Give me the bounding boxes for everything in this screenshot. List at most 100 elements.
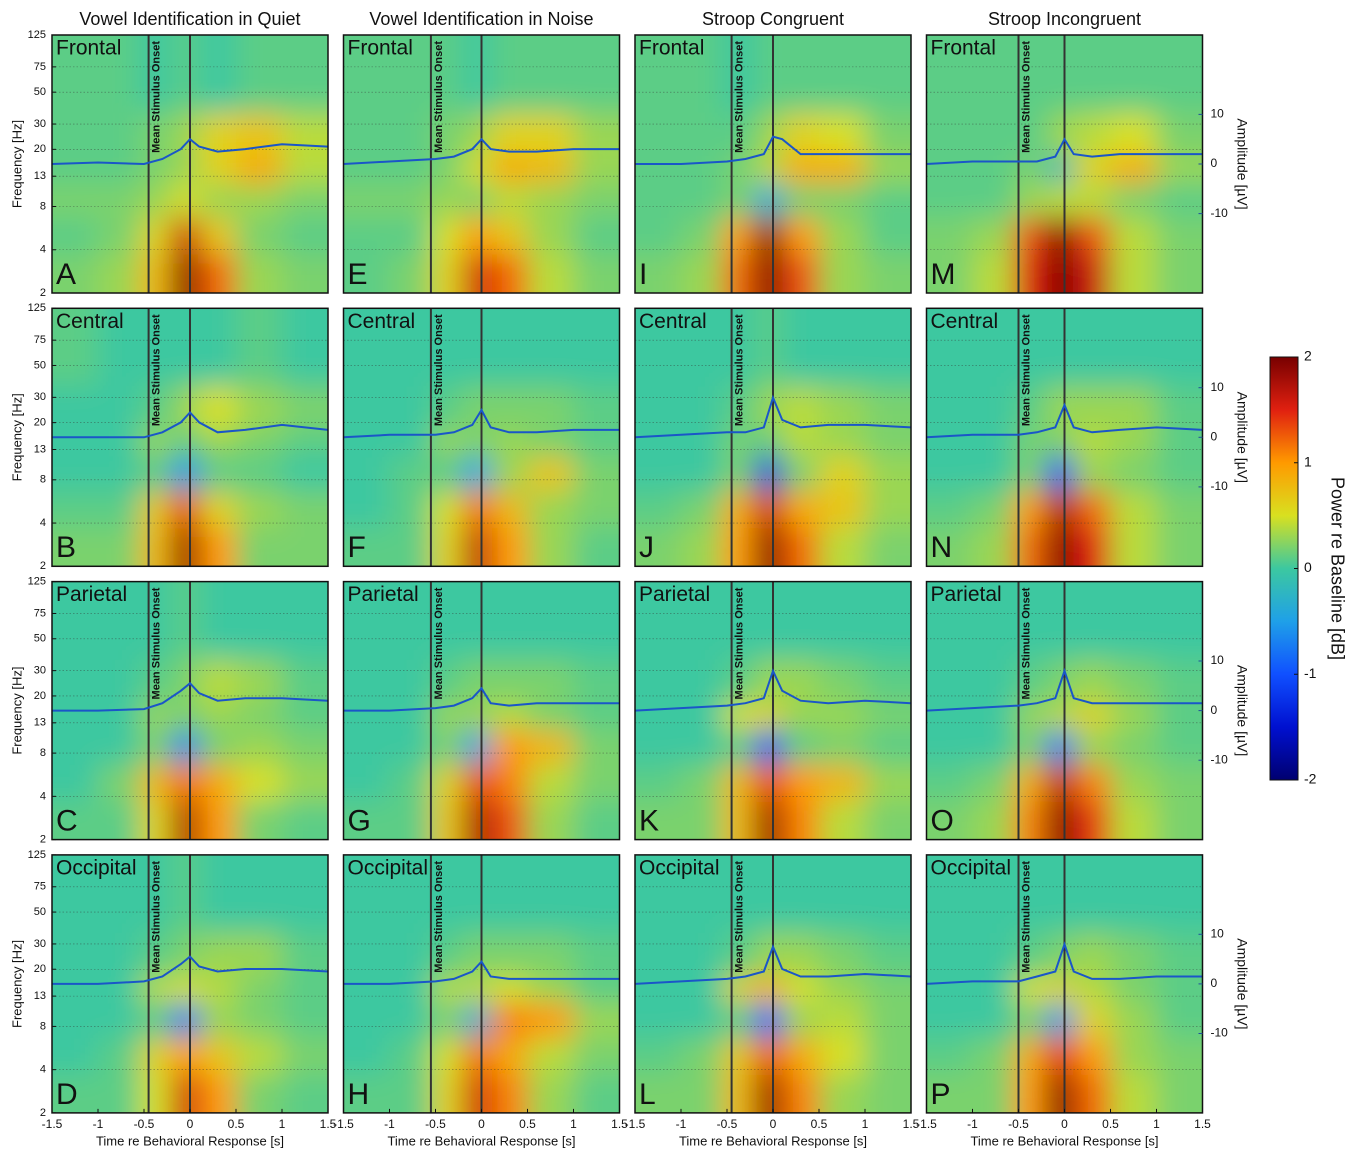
heatmap-cell (12, 491, 99, 528)
heatmap-cell (1074, 1003, 1111, 1038)
panel-letter: I (639, 258, 647, 291)
heatmap-cell (390, 429, 432, 457)
y-tick-label: 2 (40, 834, 46, 846)
y-tick-label: 30 (34, 665, 46, 677)
heatmap-cell (973, 155, 1015, 183)
heatmap-cell (973, 975, 1015, 1003)
heatmap-cell (1046, 429, 1074, 457)
heatmap-cell (491, 764, 528, 801)
heatmap-cell (755, 702, 783, 730)
heatmap-cell (1111, 429, 1158, 457)
heatmap-cell (1157, 217, 1244, 254)
heatmap-cell (12, 457, 99, 492)
heatmap-cell (755, 155, 783, 183)
figure: Vowel Identification in Quiet Vowel Ident… (0, 0, 1354, 1150)
heatmap-cell (139, 1003, 172, 1038)
heatmap-cell (236, 457, 283, 492)
region-label: Central (348, 310, 416, 333)
heatmap-cell (172, 155, 200, 183)
x-axis-label: Time re Behavioral Response [s] (679, 1133, 867, 1148)
heatmap-cell (755, 975, 783, 1003)
heatmap-cell (463, 217, 491, 254)
heatmap-cell (139, 730, 172, 765)
heatmap-cell (722, 217, 755, 254)
heatmap-cell (681, 1037, 723, 1074)
panel-letter: D (56, 1078, 78, 1111)
heatmap-cell (1111, 183, 1158, 218)
y-tick-label: 13 (34, 443, 46, 455)
heatmap-cell (390, 730, 432, 765)
region-label: Occipital (56, 856, 137, 879)
x-tick-label: -1 (384, 1117, 395, 1131)
heatmap-cell (431, 217, 464, 254)
y-tick-label: 30 (34, 938, 46, 950)
heatmap-cell (819, 1037, 866, 1074)
heatmap-cell (199, 1037, 236, 1074)
heatmap-cell (819, 730, 866, 765)
x-tick-label: 0 (770, 1117, 777, 1131)
heatmap-cell (172, 183, 200, 218)
y-tick-label: 50 (34, 359, 46, 371)
region-label: Central (639, 310, 707, 333)
heatmap-cell (1111, 764, 1158, 801)
heatmap-cell (1046, 702, 1074, 730)
heatmap-cell (1111, 155, 1158, 183)
heatmap-cell (12, 730, 99, 765)
panel-letter: E (348, 258, 368, 291)
heatmap-cell (755, 1037, 783, 1074)
heatmap-cell (98, 702, 140, 730)
y-tick-label: 75 (34, 334, 46, 346)
panel-letter: F (348, 531, 366, 564)
x-tick-label: -1 (93, 1117, 104, 1131)
heatmap-cell (390, 1037, 432, 1074)
x-tick-label: 0 (187, 1117, 194, 1131)
heatmap-cell (1046, 491, 1074, 528)
x-tick-label: -0.5 (134, 1117, 155, 1131)
column-title: Vowel Identification in Noise (369, 9, 593, 29)
heatmap-cell (12, 1003, 99, 1038)
heatmap-cell (236, 764, 283, 801)
heatmap-cell (681, 183, 723, 218)
heatmap-cell (390, 702, 432, 730)
x-tick-label: 1 (1153, 1117, 1160, 1131)
heatmap-cell (236, 702, 283, 730)
heatmap-cell (755, 1003, 783, 1038)
y-tick-label: 2 (40, 560, 46, 572)
heatmap-cell (973, 217, 1015, 254)
heatmap-cell (722, 1037, 755, 1074)
heatmap-cell (1046, 457, 1074, 492)
heatmap-cell (722, 764, 755, 801)
heatmap-cell (463, 1037, 491, 1074)
colorbar-tick-label: -2 (1304, 771, 1317, 787)
y-tick-label: 13 (34, 717, 46, 729)
panel-letter: N (931, 531, 953, 564)
heatmap-cell (12, 155, 99, 183)
column-title: Vowel Identification in Quiet (79, 9, 300, 29)
heatmap-cell (199, 217, 236, 254)
heatmap-cell (199, 702, 236, 730)
heatmap-cell (973, 764, 1015, 801)
region-label: Parietal (56, 583, 127, 606)
y-tick-label: 125 (28, 849, 46, 861)
heatmap-cell (1157, 1074, 1244, 1150)
heatmap-cell (1046, 1003, 1074, 1038)
heatmap-cell (1157, 183, 1244, 218)
heatmap-cell (12, 429, 99, 457)
panel-letter: M (931, 258, 956, 291)
heatmap-cell (98, 764, 140, 801)
y-axis-label: Frequency [Hz] (9, 940, 24, 1028)
heatmap-cell (528, 730, 575, 765)
heatmap-cell (782, 975, 819, 1003)
heatmap-cell (390, 457, 432, 492)
heatmap-cell (12, 1037, 99, 1074)
y2-axis-label: Amplitude [µV] (1234, 392, 1250, 483)
heatmap-cell (528, 491, 575, 528)
column-title: Stroop Incongruent (988, 9, 1141, 29)
onset-label: Mean Stimulus Onset (1020, 861, 1032, 973)
y-tick-label: 20 (34, 963, 46, 975)
heatmap-cell (491, 217, 528, 254)
y2-tick-label: 0 (1211, 703, 1218, 717)
heatmap-cell (722, 491, 755, 528)
heatmap-cell (819, 183, 866, 218)
heatmap-cell (755, 730, 783, 765)
